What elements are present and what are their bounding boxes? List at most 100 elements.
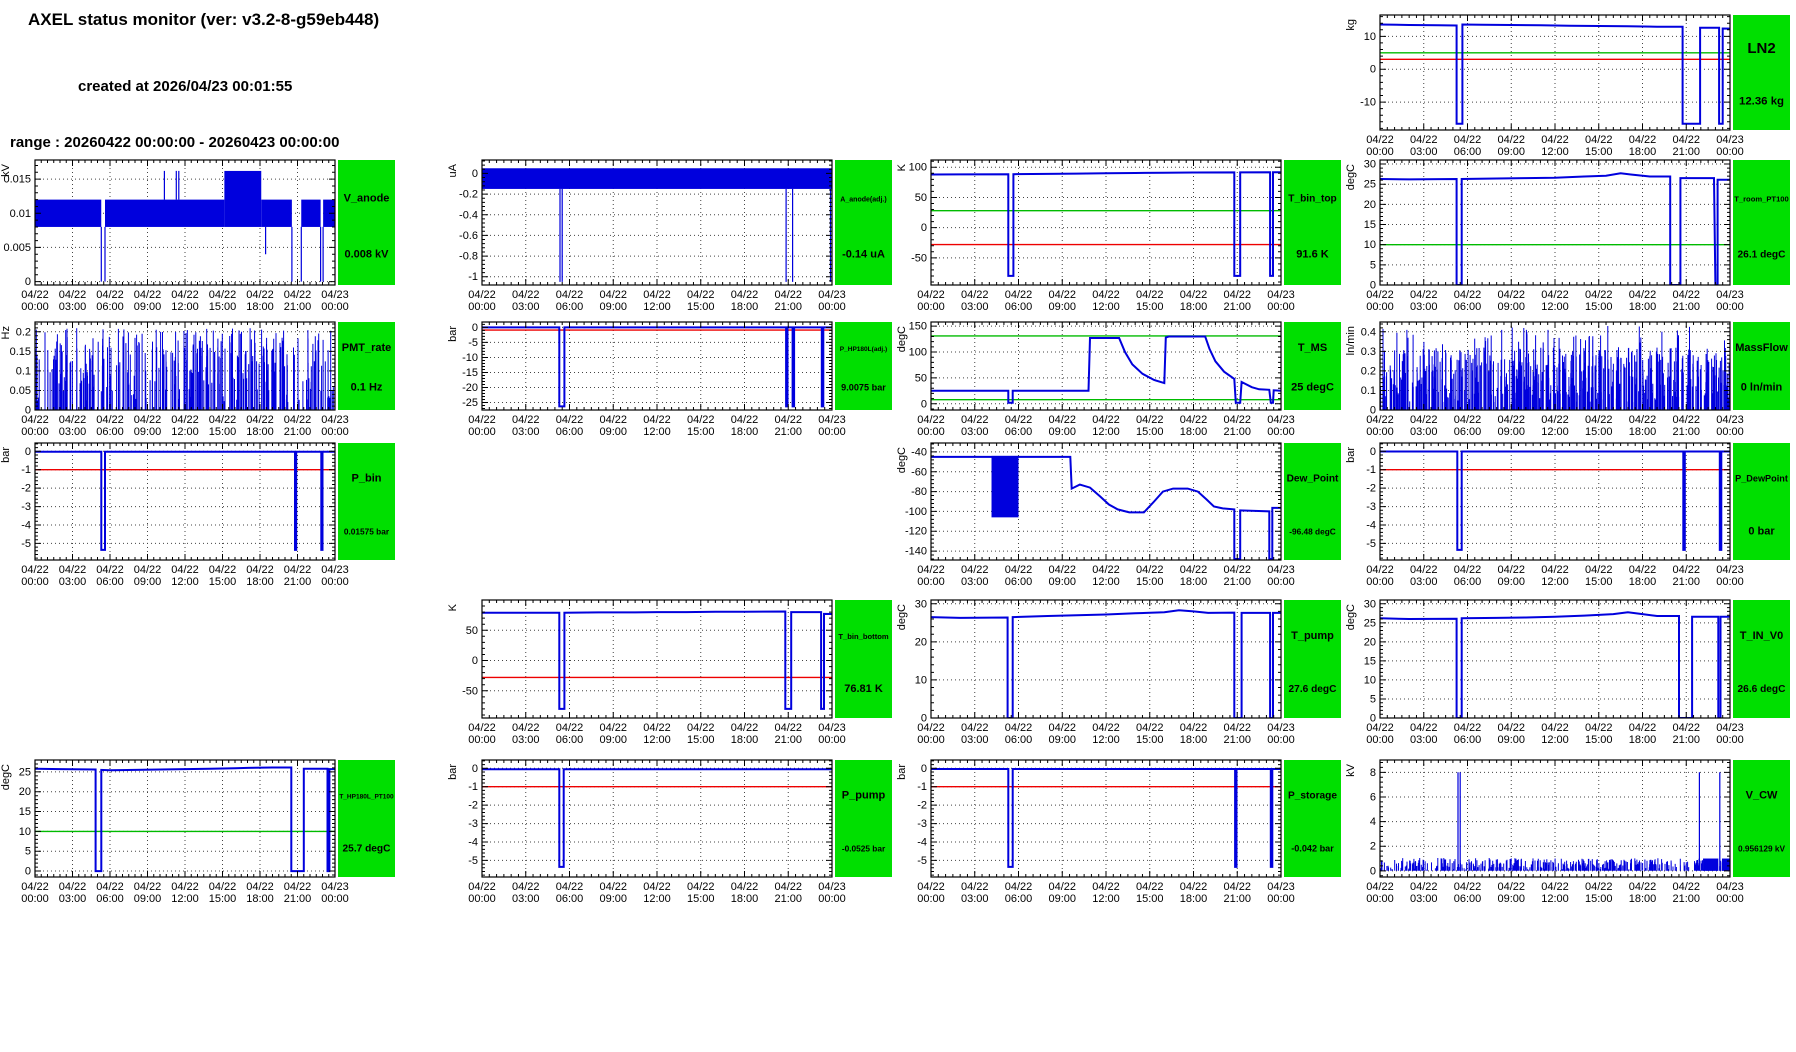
svg-text:0: 0 <box>1370 64 1376 76</box>
svg-text:04/22: 04/22 <box>1223 414 1251 426</box>
svg-text:04/22: 04/22 <box>1366 564 1394 576</box>
y-axis-unit-label: bar <box>896 764 908 780</box>
svg-text:04/22: 04/22 <box>774 289 802 301</box>
svg-text:12:00: 12:00 <box>1541 893 1569 905</box>
svg-text:-1: -1 <box>917 781 927 793</box>
y-axis-unit-label: bar <box>0 447 12 463</box>
x-axis-labels: 04/2200:0004/2203:0004/2206:0004/2209:00… <box>21 289 349 313</box>
svg-text:03:00: 03:00 <box>512 301 540 313</box>
svg-text:12:00: 12:00 <box>643 426 671 438</box>
axis-ticks <box>930 322 1282 410</box>
svg-text:03:00: 03:00 <box>59 576 87 588</box>
y-axis-labels: 0 -1 -2 -3 -4 -5 <box>1366 446 1376 550</box>
svg-text:04/22: 04/22 <box>1672 564 1700 576</box>
svg-text:04/22: 04/22 <box>556 722 584 734</box>
svg-text:04/22: 04/22 <box>1136 289 1164 301</box>
svg-text:5: 5 <box>1370 693 1376 705</box>
svg-text:21:00: 21:00 <box>774 301 802 313</box>
plot-value-PMT_rate: 0.1 Hz <box>351 382 383 394</box>
svg-text:15:00: 15:00 <box>1585 146 1613 158</box>
y-axis-unit-label: degC <box>896 604 908 630</box>
svg-text:18:00: 18:00 <box>1180 576 1208 588</box>
svg-text:-2: -2 <box>1366 483 1376 495</box>
plot-value-T_IN_V0: 26.6 degC <box>1738 684 1787 695</box>
svg-text:06:00: 06:00 <box>556 893 584 905</box>
svg-text:04/23: 04/23 <box>1267 881 1295 893</box>
x-axis-labels: 04/2200:0004/2203:0004/2206:0004/2209:00… <box>21 414 349 438</box>
svg-text:04/22: 04/22 <box>731 881 759 893</box>
svg-text:04/22: 04/22 <box>512 881 540 893</box>
svg-text:12:00: 12:00 <box>1092 301 1120 313</box>
svg-text:-5: -5 <box>917 855 927 867</box>
svg-text:09:00: 09:00 <box>1048 893 1076 905</box>
svg-text:-100: -100 <box>905 506 927 518</box>
svg-text:04/22: 04/22 <box>1454 414 1482 426</box>
y-axis-labels: 0 5 10 15 20 25 30 <box>1364 159 1376 292</box>
label-box-PMT_rate <box>338 322 395 410</box>
svg-text:04/22: 04/22 <box>1410 722 1438 734</box>
svg-text:-0.4: -0.4 <box>459 209 478 221</box>
svg-text:06:00: 06:00 <box>1005 426 1033 438</box>
svg-text:21:00: 21:00 <box>1672 301 1700 313</box>
svg-text:09:00: 09:00 <box>134 426 162 438</box>
svg-text:04/22: 04/22 <box>468 414 496 426</box>
svg-text:04/22: 04/22 <box>1048 564 1076 576</box>
svg-text:06:00: 06:00 <box>1005 734 1033 746</box>
svg-text:30: 30 <box>1364 598 1376 610</box>
data-series <box>1380 172 1730 285</box>
svg-text:0: 0 <box>25 866 31 878</box>
svg-text:15:00: 15:00 <box>1585 576 1613 588</box>
plot-title-V_CW: V_CW <box>1746 790 1778 802</box>
data-series <box>482 326 832 408</box>
svg-text:04/23: 04/23 <box>1267 414 1295 426</box>
svg-text:04/22: 04/22 <box>1005 722 1033 734</box>
svg-text:04/22: 04/22 <box>284 564 312 576</box>
svg-text:-3: -3 <box>468 818 478 830</box>
svg-text:18:00: 18:00 <box>1629 893 1657 905</box>
data-series <box>931 171 1281 277</box>
svg-text:21:00: 21:00 <box>1672 734 1700 746</box>
y-axis-unit-label: bar <box>1345 447 1357 463</box>
y-axis-labels: 0 0.05 0.1 0.15 0.2 <box>10 326 31 416</box>
axis-ticks <box>34 160 336 285</box>
svg-text:06:00: 06:00 <box>96 426 124 438</box>
svg-text:06:00: 06:00 <box>1005 576 1033 588</box>
data-series <box>1380 326 1730 410</box>
x-axis-labels: 04/2200:0004/2203:0004/2206:0004/2209:00… <box>21 564 349 588</box>
y-axis-unit-label: degC <box>896 447 908 473</box>
data-series <box>931 609 1281 718</box>
svg-text:0: 0 <box>472 763 478 775</box>
svg-text:12:00: 12:00 <box>1541 576 1569 588</box>
plot-value-T_pump: 27.6 degC <box>1289 684 1338 695</box>
data-series <box>931 335 1281 404</box>
svg-text:20: 20 <box>1364 199 1376 211</box>
svg-text:04/22: 04/22 <box>209 881 237 893</box>
created-timestamp: created at 2026/04/23 00:01:55 <box>78 78 293 95</box>
svg-text:00:00: 00:00 <box>1366 426 1394 438</box>
svg-text:50: 50 <box>915 372 927 384</box>
svg-text:04/23: 04/23 <box>321 564 349 576</box>
svg-text:25: 25 <box>1364 617 1376 629</box>
svg-text:04/22: 04/22 <box>599 414 627 426</box>
svg-text:4: 4 <box>1370 816 1376 828</box>
axis-ticks <box>930 600 1282 719</box>
svg-text:04/22: 04/22 <box>961 414 989 426</box>
svg-text:0: 0 <box>1370 405 1376 417</box>
svg-text:-3: -3 <box>21 501 31 513</box>
svg-text:06:00: 06:00 <box>1005 301 1033 313</box>
svg-text:09:00: 09:00 <box>599 734 627 746</box>
svg-text:04/22: 04/22 <box>643 881 671 893</box>
svg-text:0.2: 0.2 <box>16 326 31 338</box>
svg-text:04/22: 04/22 <box>1410 564 1438 576</box>
svg-text:04/22: 04/22 <box>1180 881 1208 893</box>
svg-text:04/22: 04/22 <box>1180 564 1208 576</box>
plot-value-V_anode: 0.008 kV <box>344 249 389 261</box>
svg-text:-60: -60 <box>911 466 927 478</box>
svg-text:06:00: 06:00 <box>1454 893 1482 905</box>
svg-text:04/22: 04/22 <box>687 722 715 734</box>
svg-text:15:00: 15:00 <box>209 426 237 438</box>
svg-text:03:00: 03:00 <box>59 301 87 313</box>
plot-title-P_pump: P_pump <box>842 790 886 802</box>
y-axis-labels: 0 10 20 30 <box>915 598 927 724</box>
